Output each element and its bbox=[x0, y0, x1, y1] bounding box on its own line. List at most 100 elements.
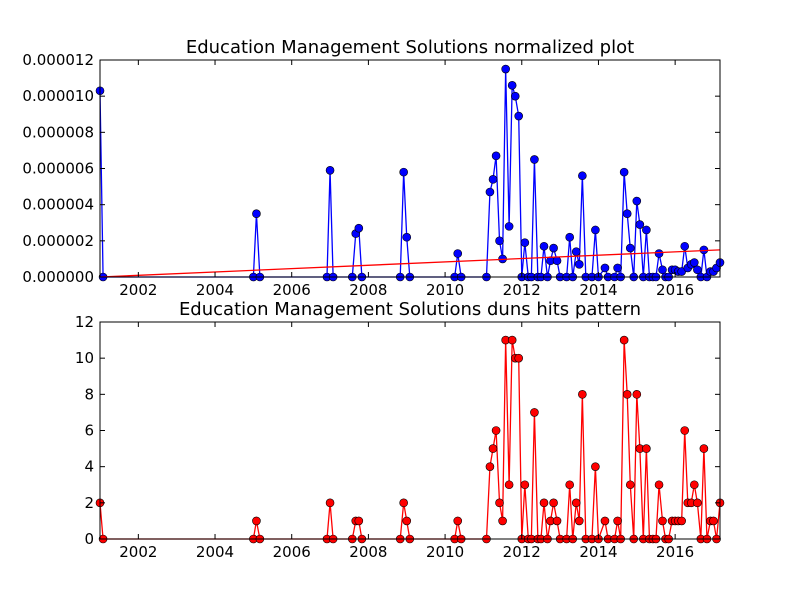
chart-title: Education Management Solutions duns hits… bbox=[179, 299, 641, 320]
x-axis: 2002 2004 2006 2008 2010 2012 2014 2016 bbox=[119, 60, 694, 299]
data-point bbox=[252, 209, 261, 219]
y-tick-label: 8 bbox=[84, 385, 94, 403]
y-tick-label: 0.000010 bbox=[22, 87, 94, 105]
normalized-plot: Education Management Solutions normalize… bbox=[22, 37, 725, 299]
data-point bbox=[495, 236, 504, 246]
data-point bbox=[625, 243, 635, 253]
data-point bbox=[399, 167, 408, 177]
data-point bbox=[654, 249, 664, 258]
x-tick-label: 2002 bbox=[119, 543, 157, 561]
data-point bbox=[677, 516, 686, 526]
data-point bbox=[578, 171, 587, 181]
data-point bbox=[690, 480, 699, 490]
data-point bbox=[622, 390, 632, 399]
series-line bbox=[99, 339, 721, 540]
y-tick-label: 0.000004 bbox=[22, 196, 94, 214]
data-point bbox=[539, 498, 549, 508]
y-tick-label: 10 bbox=[75, 349, 94, 367]
y-axis: 0.000000 0.000002 0.000004 0.000006 0.000008… bbox=[22, 51, 720, 286]
y-tick-label: 0.000012 bbox=[22, 51, 94, 69]
data-point bbox=[402, 232, 412, 242]
x-tick-label: 2006 bbox=[273, 281, 311, 299]
y-tick-label: 6 bbox=[84, 422, 94, 440]
data-point bbox=[642, 225, 651, 235]
data-point bbox=[600, 516, 610, 526]
data-point bbox=[635, 220, 645, 229]
data-point bbox=[325, 498, 335, 508]
plot-area bbox=[95, 335, 725, 544]
data-point bbox=[574, 516, 584, 526]
data-point bbox=[520, 480, 530, 490]
data-point bbox=[507, 335, 517, 345]
data-point bbox=[549, 243, 558, 253]
x-tick-label: 2012 bbox=[503, 281, 541, 299]
data-point bbox=[591, 462, 600, 471]
x-tick-label: 2008 bbox=[349, 543, 387, 561]
data-point bbox=[354, 223, 364, 233]
data-point bbox=[709, 516, 718, 526]
data-point bbox=[514, 111, 524, 121]
x-tick-label: 2014 bbox=[579, 543, 617, 561]
y-tick-label: 0.000006 bbox=[22, 160, 94, 178]
data-point bbox=[658, 265, 667, 275]
data-point bbox=[485, 187, 495, 197]
x-tick-label: 2016 bbox=[656, 543, 694, 561]
data-point bbox=[552, 516, 562, 526]
data-point bbox=[591, 225, 600, 235]
plot-frame bbox=[99, 59, 721, 278]
data-point bbox=[625, 480, 635, 490]
hits-pattern-plot: Education Management Solutions duns hits… bbox=[75, 299, 725, 561]
x-axis: 2002 2004 2006 2008 2010 2012 2014 2016 bbox=[119, 322, 694, 561]
y-tick-label: 4 bbox=[84, 458, 94, 476]
data-point bbox=[680, 426, 690, 435]
trend-line bbox=[99, 249, 721, 278]
x-tick-label: 2014 bbox=[579, 281, 617, 299]
data-point bbox=[642, 444, 651, 453]
plot-frame bbox=[99, 321, 721, 540]
data-point bbox=[578, 390, 587, 399]
data-point bbox=[514, 353, 524, 363]
x-tick-label: 2004 bbox=[196, 543, 234, 561]
data-point bbox=[693, 265, 702, 275]
data-point bbox=[491, 151, 501, 161]
data-point bbox=[574, 260, 584, 269]
data-point bbox=[571, 247, 581, 256]
data-point bbox=[510, 91, 520, 101]
data-point bbox=[658, 516, 667, 526]
data-point bbox=[654, 480, 664, 490]
data-point bbox=[613, 263, 622, 273]
data-point bbox=[501, 64, 510, 74]
data-point bbox=[571, 498, 581, 508]
plot-area bbox=[95, 64, 725, 282]
x-tick-label: 2016 bbox=[656, 281, 694, 299]
data-point bbox=[453, 249, 463, 258]
x-tick-label: 2010 bbox=[426, 281, 464, 299]
data-point bbox=[530, 408, 539, 417]
y-axis: 0 2 4 6 8 10 12 bbox=[75, 313, 720, 548]
data-point bbox=[619, 335, 629, 345]
data-point bbox=[325, 166, 335, 175]
data-point bbox=[693, 498, 702, 508]
data-point bbox=[565, 480, 575, 490]
data-point bbox=[399, 498, 408, 508]
data-point bbox=[690, 258, 699, 267]
data-point bbox=[504, 480, 514, 490]
x-tick-label: 2010 bbox=[426, 543, 464, 561]
data-point bbox=[520, 238, 530, 247]
data-point bbox=[680, 241, 690, 251]
data-point bbox=[632, 390, 642, 399]
y-tick-label: 0.000000 bbox=[22, 268, 94, 286]
data-point bbox=[488, 444, 498, 453]
x-tick-label: 2002 bbox=[119, 281, 157, 299]
data-point bbox=[600, 263, 610, 273]
y-tick-label: 12 bbox=[75, 313, 94, 331]
data-point bbox=[613, 516, 622, 526]
data-point bbox=[453, 516, 463, 526]
data-point bbox=[491, 426, 501, 435]
data-point bbox=[539, 241, 549, 251]
x-tick-label: 2012 bbox=[503, 543, 541, 561]
data-point bbox=[549, 498, 558, 508]
data-point bbox=[699, 444, 709, 453]
data-point bbox=[565, 232, 575, 242]
